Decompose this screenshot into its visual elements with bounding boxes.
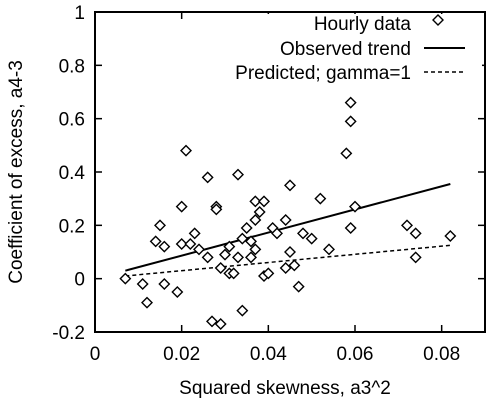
data-point [223,240,236,253]
data-point [292,280,305,293]
data-point [340,147,353,160]
data-point [288,259,301,272]
data-point [349,200,361,213]
data-point [158,278,171,290]
y-tick-label: 0 [74,270,85,291]
y-tick-label: -0.2 [52,323,85,344]
data-point [149,235,162,248]
data-point [409,227,422,240]
data-point [180,144,192,157]
data-point [184,238,197,250]
data-point [240,222,253,234]
data-point [119,272,132,285]
data-point [249,243,262,256]
y-tick-label: 0.8 [59,56,85,77]
data-point [284,179,296,192]
data-point [141,296,153,309]
x-tick-label: 0.04 [250,344,287,365]
legend-label-hourly-data: Hourly data [314,14,412,35]
data-point [249,214,262,226]
y-tick-label: 0.4 [59,163,86,184]
data-point [249,195,262,208]
y-axis-label: Coefficient of excess, a4-3 [6,60,27,284]
data-point [201,251,214,264]
data-point [279,214,292,226]
data-point [210,203,223,216]
data-point [323,243,335,256]
y-tick-label: 0.2 [59,216,85,237]
data-point [193,243,205,256]
data-point [206,315,218,328]
data-point [214,262,227,274]
y-tick-label: 1 [74,3,85,24]
data-point [171,286,184,298]
data-point [232,251,244,264]
predicted-trend-line [125,244,451,277]
observed-trend-line [125,183,451,272]
data-point [253,206,266,218]
data-point [154,219,166,232]
data-point [344,96,357,109]
data-point [227,267,240,280]
data-point [236,304,249,317]
data-point [409,251,422,264]
data-point [232,168,244,181]
legend: Hourly data Observed trend Predicted; ga… [192,14,482,84]
data-point [219,248,231,261]
series-layer [119,96,457,330]
data-point [175,238,188,250]
data-point [245,235,257,248]
data-point [214,318,227,330]
data-point [314,192,327,205]
data-point [279,262,292,274]
data-point [175,200,188,213]
data-point [305,232,318,245]
x-tick-label: 0.02 [163,344,200,365]
data-point [284,246,296,258]
data-point [262,267,275,280]
data-point [271,227,283,240]
x-axis-label: Squared skewness, a3^2 [179,378,391,399]
data-point [297,227,309,240]
legend-label-observed-trend: Observed trend [280,39,411,60]
x-tick-label: 0 [90,344,101,365]
data-point [158,240,171,253]
data-point [344,222,357,234]
legend-label-predicted: Predicted; gamma=1 [235,63,411,84]
data-point [201,171,214,184]
data-point [236,232,249,245]
data-point [188,227,201,240]
data-point [245,251,257,264]
data-point [401,219,413,232]
x-tick-label: 0.08 [423,344,460,365]
data-point [136,278,149,290]
data-point [444,230,457,242]
data-point [258,195,270,208]
y-axis-ticks: -0.2 0 0.2 0.4 0.6 0.8 1 [52,3,485,344]
data-point [344,115,357,128]
legend-diamond-marker [432,14,444,26]
x-tick-label: 0.06 [337,344,374,365]
y-tick-label: 0.6 [59,110,85,131]
